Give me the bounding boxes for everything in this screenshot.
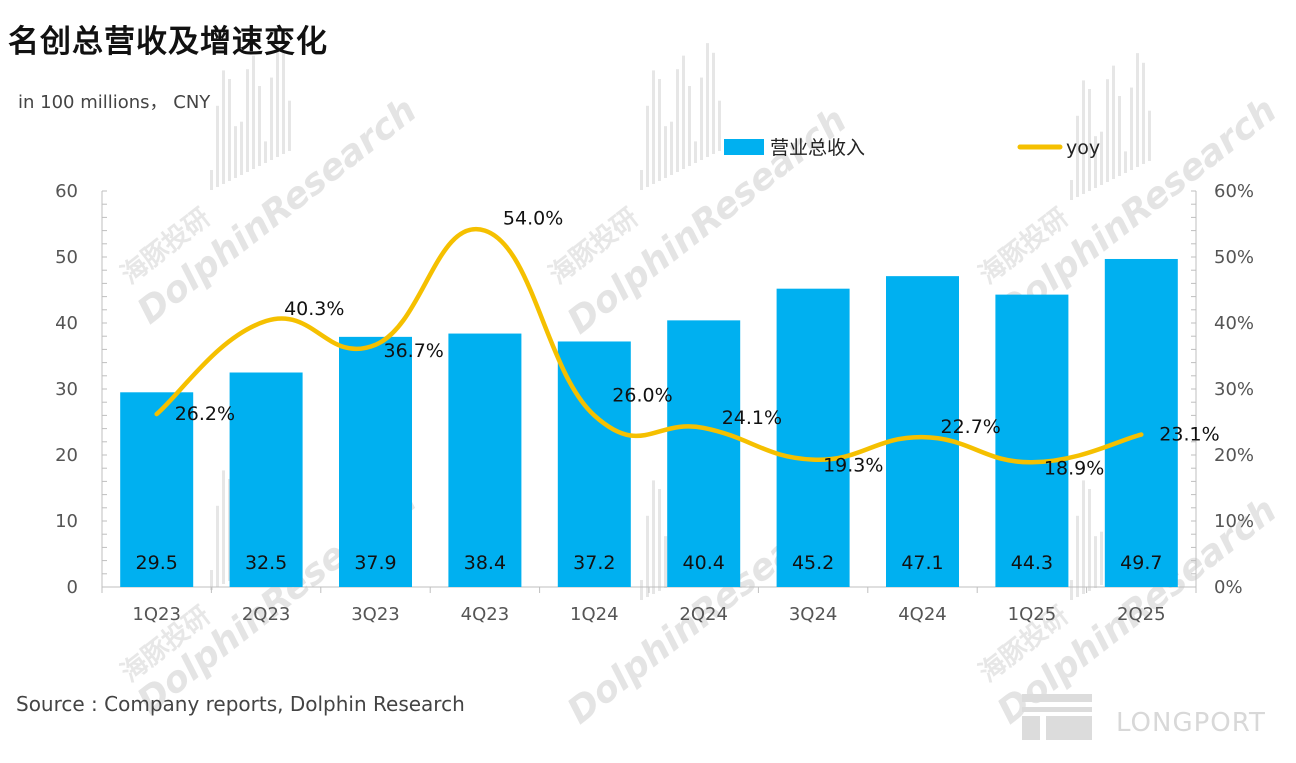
revenue-bar-label: 49.7: [1120, 552, 1162, 574]
right-axis-tick-label: 20%: [1214, 445, 1254, 466]
revenue-bar-label: 44.3: [1011, 552, 1053, 574]
left-axis-tick-label: 20: [55, 445, 78, 466]
left-axis-ticks: 0 10 20 30 40 50 60: [55, 181, 78, 598]
legend: 营业总收入 yoy: [724, 137, 1100, 159]
legend-label-revenue: 营业总收入: [770, 137, 865, 159]
bars: [120, 259, 1178, 587]
revenue-bar: [339, 337, 412, 587]
revenue-bar-label: 37.2: [573, 552, 615, 574]
yoy-point-label: 40.3%: [284, 298, 344, 320]
x-axis-tick-label: 3Q23: [351, 604, 400, 625]
right-axis-tick-label: 0%: [1214, 577, 1243, 598]
revenue-bar: [667, 320, 740, 587]
x-axis-tick-label: 1Q24: [570, 604, 619, 625]
x-axis-tick-label: 4Q24: [898, 604, 947, 625]
yoy-point-label: 23.1%: [1159, 424, 1219, 446]
right-axis-tick-label: 50%: [1214, 247, 1254, 268]
revenue-bar: [995, 295, 1068, 587]
right-axis-tick-label: 30%: [1214, 379, 1254, 400]
longport-logo-text: LONGPORT: [1116, 708, 1266, 738]
right-axis-tick-label: 10%: [1214, 511, 1254, 532]
x-axis-tick-label: 2Q24: [679, 604, 728, 625]
legend-swatch-revenue: [724, 139, 764, 155]
revenue-bar-label: 32.5: [245, 552, 287, 574]
revenue-bar-label: 47.1: [901, 552, 943, 574]
yoy-point-label: 54.0%: [503, 208, 563, 230]
yoy-point-label: 24.1%: [722, 407, 782, 429]
x-axis-ticks: 1Q23 2Q23 3Q23 4Q23 1Q24 2Q24 3Q24 4Q24 1Q25 2Q25: [132, 604, 1165, 625]
revenue-bar: [448, 334, 521, 587]
longport-logo-icon: [1022, 694, 1092, 740]
yoy-point-label: 36.7%: [384, 340, 444, 362]
revenue-bar-label: 37.9: [354, 552, 396, 574]
left-axis-tick-label: 30: [55, 379, 78, 400]
right-axis-tick-label: 40%: [1214, 313, 1254, 334]
left-axis-tick-label: 60: [55, 181, 78, 202]
left-axis-tick-label: 50: [55, 247, 78, 268]
source-note: Source : Company reports, Dolphin Resear…: [16, 692, 465, 716]
yoy-point-label: 19.3%: [823, 455, 883, 477]
revenue-bar-label: 38.4: [464, 552, 506, 574]
right-axis-ticks: 0% 10% 20% 30% 40% 50% 60%: [1214, 181, 1254, 598]
revenue-bar-label: 40.4: [683, 552, 725, 574]
x-axis-tick-label: 1Q25: [1008, 604, 1057, 625]
yoy-point-label: 18.9%: [1044, 457, 1104, 479]
x-axis-tick-label: 3Q24: [789, 604, 838, 625]
right-axis-tick-label: 60%: [1214, 181, 1254, 202]
revenue-bar-label: 45.2: [792, 552, 834, 574]
yoy-point-label: 26.2%: [175, 403, 235, 425]
x-axis-tick-label: 2Q23: [242, 604, 291, 625]
left-axis-tick-label: 40: [55, 313, 78, 334]
x-axis-tick-label: 4Q23: [461, 604, 510, 625]
left-axis-tick-label: 10: [55, 511, 78, 532]
left-axis-tick-label: 0: [67, 577, 78, 598]
yoy-point-label: 26.0%: [612, 384, 672, 406]
yoy-point-label: 22.7%: [941, 416, 1001, 438]
revenue-bar-label: 29.5: [136, 552, 178, 574]
revenue-bar: [777, 289, 850, 587]
legend-label-yoy: yoy: [1066, 137, 1100, 159]
x-axis-tick-label: 1Q23: [132, 604, 181, 625]
x-axis-tick-label: 2Q25: [1117, 604, 1166, 625]
